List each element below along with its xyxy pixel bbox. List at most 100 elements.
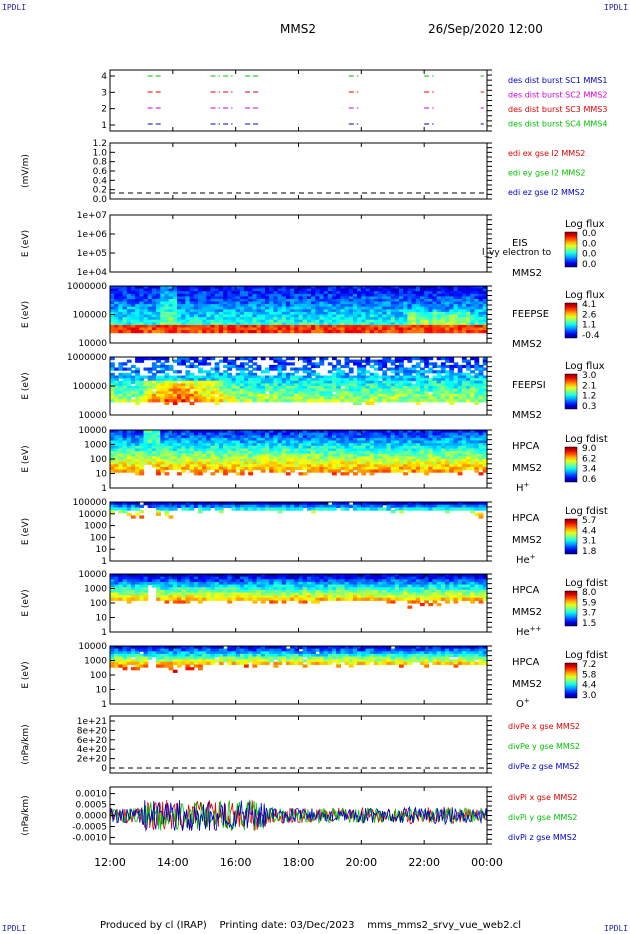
spectro-cell bbox=[185, 388, 191, 392]
spectro-cell bbox=[298, 393, 304, 398]
spectro-cell bbox=[474, 456, 480, 460]
spectro-cell bbox=[457, 383, 463, 387]
spacecraft-title: MMS2 bbox=[280, 22, 316, 36]
spectro-cell bbox=[277, 502, 283, 506]
spectro-cell bbox=[290, 367, 295, 371]
spectro-cell bbox=[114, 574, 119, 578]
spectro-cell bbox=[239, 399, 245, 403]
spectro-cell bbox=[227, 375, 233, 379]
spectro-cell bbox=[210, 504, 216, 508]
spectro-cell bbox=[428, 464, 434, 468]
spectro-cell bbox=[252, 432, 258, 436]
spectro-cell bbox=[135, 291, 140, 295]
spectro-cell bbox=[420, 291, 425, 295]
spectro-cell bbox=[390, 391, 396, 395]
spectro-cell bbox=[424, 432, 429, 436]
spectro-cell bbox=[260, 357, 266, 361]
spectro-cell bbox=[202, 461, 207, 465]
spectro-cell bbox=[156, 364, 161, 369]
spectro-cell bbox=[453, 507, 459, 511]
spectro-cell bbox=[273, 443, 279, 447]
spectro-cell bbox=[424, 362, 429, 366]
spectro-cell bbox=[285, 306, 291, 310]
spectro-cell bbox=[369, 430, 375, 434]
spectro-cell bbox=[399, 286, 404, 290]
spectro-cell bbox=[181, 461, 186, 465]
spectro-cell bbox=[428, 324, 434, 329]
spectro-cell bbox=[156, 437, 161, 442]
spectro-cell bbox=[189, 432, 195, 436]
spectro-cell bbox=[332, 367, 337, 371]
spectro-cell bbox=[164, 502, 170, 506]
spectro-cell bbox=[160, 391, 166, 395]
spectro-cell bbox=[214, 445, 220, 449]
spectro-cell bbox=[357, 327, 362, 331]
spectro-cell bbox=[248, 430, 253, 434]
spectro-cell bbox=[277, 464, 283, 468]
spectro-cell bbox=[461, 330, 467, 334]
spectro-cell bbox=[453, 469, 459, 473]
spectro-cell bbox=[403, 432, 408, 436]
spectro-cell bbox=[386, 388, 392, 392]
spectro-cell bbox=[457, 291, 463, 295]
spectro-cell bbox=[445, 437, 450, 442]
spectro-cell bbox=[470, 330, 475, 334]
spectro-cell bbox=[181, 507, 186, 511]
spectro-cell bbox=[461, 375, 467, 379]
spectro-cell bbox=[181, 393, 186, 398]
spectro-cell bbox=[239, 288, 245, 292]
spectro-cell bbox=[399, 459, 404, 463]
spectro-cell bbox=[365, 437, 371, 442]
spectro-cell bbox=[143, 456, 149, 460]
spectro-cell bbox=[244, 383, 249, 387]
spectro-cell bbox=[478, 386, 484, 390]
spectro-cell bbox=[193, 456, 199, 460]
spectro-cell bbox=[415, 357, 421, 361]
spectro-cell bbox=[436, 293, 442, 297]
spectro-cell bbox=[378, 437, 383, 442]
spectro-cell bbox=[269, 364, 274, 369]
spectro-cell bbox=[114, 587, 119, 591]
spectro-cell bbox=[344, 430, 350, 434]
spectro-cell bbox=[445, 443, 450, 447]
spectro-cell bbox=[223, 396, 228, 400]
spectro-cell bbox=[193, 469, 199, 473]
spectro-cell bbox=[210, 502, 216, 506]
spectro-cell bbox=[198, 286, 203, 290]
spectro-cell bbox=[432, 466, 438, 471]
spectro-cell bbox=[348, 399, 354, 403]
spectro-cell bbox=[470, 383, 475, 387]
spectro-cell bbox=[390, 301, 396, 305]
spectro-cell bbox=[260, 327, 266, 331]
spectro-cell bbox=[461, 311, 467, 316]
spectro-cell bbox=[172, 440, 178, 444]
spectro-cell bbox=[453, 391, 459, 395]
spectro-cell bbox=[231, 435, 237, 439]
spectro-cell bbox=[466, 375, 471, 379]
spectro-cell bbox=[302, 461, 308, 465]
spectro-cell bbox=[319, 380, 325, 384]
spectro-cell bbox=[269, 391, 274, 395]
spectro-cell bbox=[315, 443, 321, 447]
spectro-cell bbox=[369, 461, 375, 465]
spectro-cell bbox=[474, 375, 480, 379]
spectro-cell bbox=[378, 288, 383, 292]
spectro-cell bbox=[181, 296, 186, 300]
spectro-cell bbox=[424, 464, 429, 468]
spectro-cell bbox=[135, 459, 140, 463]
spectro-cell bbox=[298, 304, 304, 308]
spectro-cell bbox=[390, 502, 396, 506]
spectro-cell bbox=[319, 314, 325, 318]
spectro-cell bbox=[394, 451, 400, 455]
spectro-cell bbox=[239, 466, 245, 471]
spectro-cell bbox=[378, 286, 383, 290]
spectro-cell bbox=[181, 306, 186, 310]
spectro-cell bbox=[336, 396, 341, 400]
spectro-cell bbox=[193, 364, 199, 369]
spectro-cell bbox=[239, 448, 245, 452]
spectro-cell bbox=[156, 330, 161, 334]
spectro-cell bbox=[361, 504, 367, 508]
spectro-cell bbox=[424, 396, 429, 400]
spectro-cell bbox=[327, 461, 333, 465]
spectro-cell bbox=[143, 301, 149, 305]
